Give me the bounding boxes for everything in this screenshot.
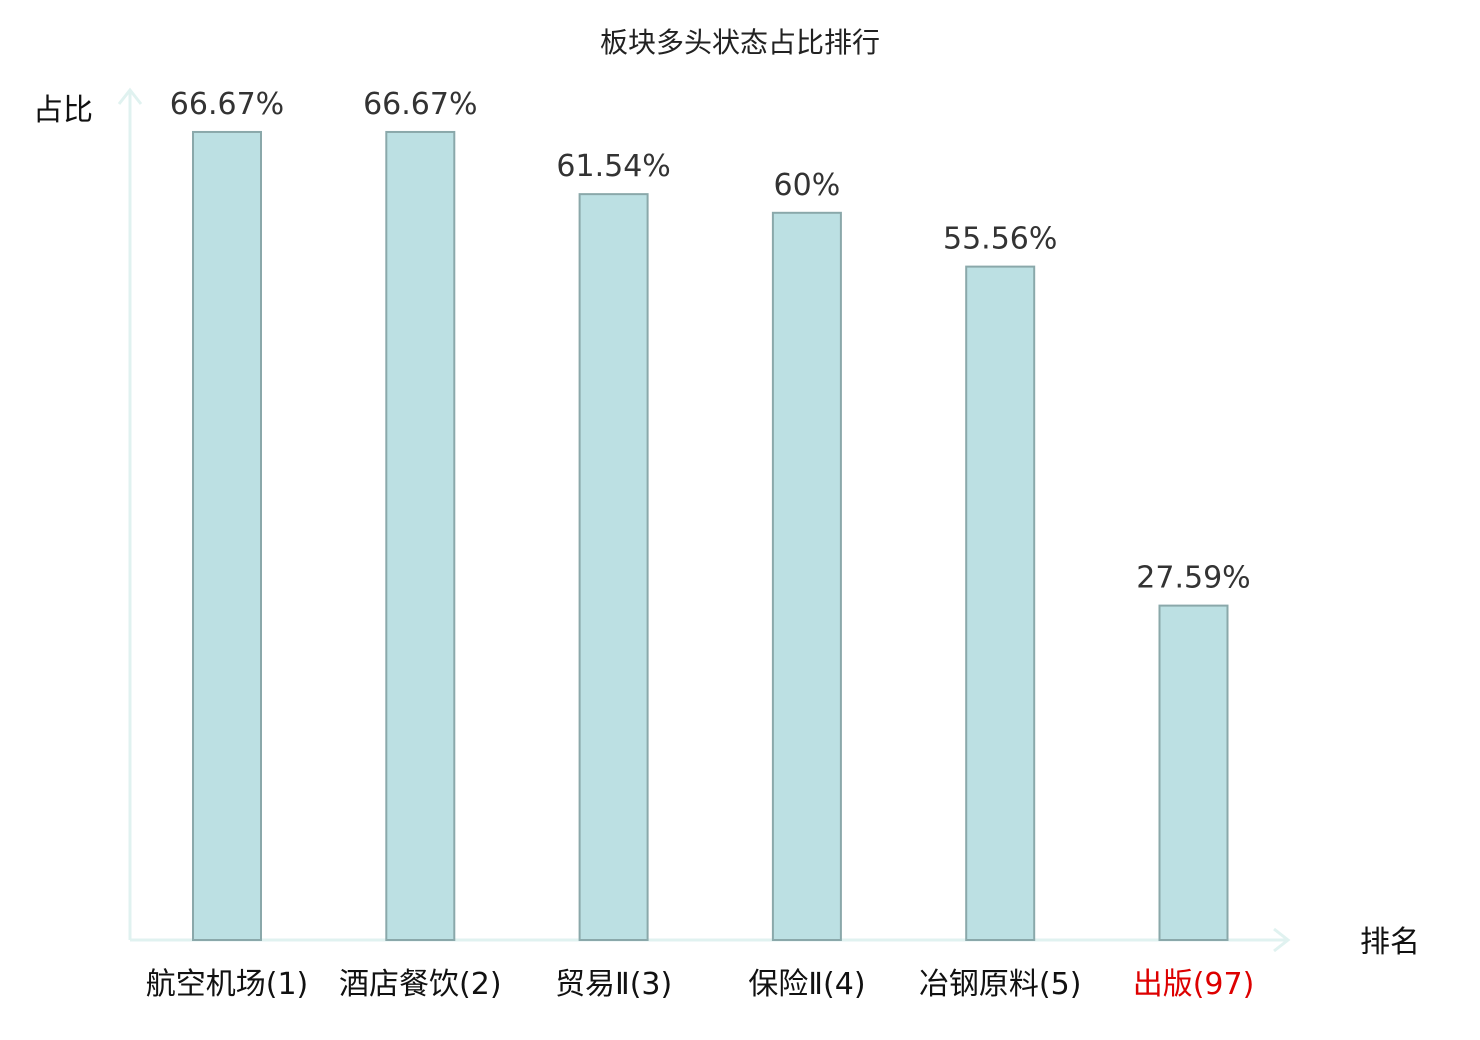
y-axis-label: 占比 [33, 93, 93, 128]
bar-value-label: 60% [774, 168, 841, 203]
x-tick-label: 酒店餐饮(2) [339, 967, 502, 1002]
x-axis-arrow [1273, 927, 1291, 953]
bar [385, 130, 456, 941]
bar-value-label: 55.56% [943, 222, 1057, 257]
bar-value-label: 61.54% [556, 149, 670, 184]
bar [1158, 604, 1229, 941]
y-axis-arrow [117, 87, 143, 105]
bar [771, 211, 842, 942]
x-axis-label: 排名 [1360, 925, 1420, 960]
chart-title: 板块多头状态占比排行 [600, 26, 880, 59]
bar-value-label: 66.67% [170, 87, 284, 122]
x-tick-label: 贸易Ⅱ(3) [555, 967, 672, 1002]
x-tick-label: 航空机场(1) [146, 967, 309, 1002]
bar-series: 66.67% 航空机场(1) 66.67% 酒店餐饮(2) 61.54% 贸易Ⅱ(3) 60… [146, 87, 1255, 1002]
bar [965, 265, 1036, 941]
x-tick-label: 出版(97) [1133, 967, 1255, 1002]
x-tick-label: 保险Ⅱ(4) [748, 967, 865, 1002]
bar-value-label: 66.67% [363, 87, 477, 122]
x-tick-label: 冶钢原料(5) [919, 967, 1082, 1002]
bar [192, 130, 262, 941]
bar [578, 193, 649, 941]
bar-value-label: 27.59% [1136, 561, 1250, 596]
